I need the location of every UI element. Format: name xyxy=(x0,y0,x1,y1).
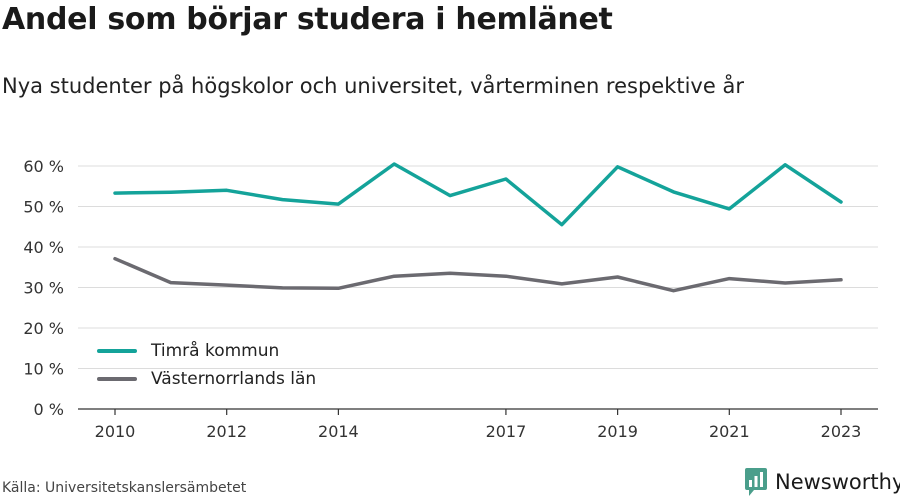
x-tick-label: 2017 xyxy=(486,422,527,441)
legend-swatch-vasternorrland xyxy=(97,377,137,381)
x-tick-label: 2021 xyxy=(709,422,750,441)
chart-title: Andel som börjar studera i hemlänet xyxy=(2,2,613,37)
y-tick-label: 30 % xyxy=(23,279,64,298)
chart-subtitle: Nya studenter på högskolor och universit… xyxy=(2,74,744,98)
legend-label-vasternorrland: Västernorrlands län xyxy=(151,369,317,389)
y-tick-label: 20 % xyxy=(23,319,64,338)
x-tick-label: 2010 xyxy=(95,422,136,441)
newsworthy-icon xyxy=(745,468,767,496)
y-tick-label: 60 % xyxy=(23,157,64,176)
legend-label-timra: Timrå kommun xyxy=(151,341,280,361)
x-tick-label: 2023 xyxy=(821,422,862,441)
x-tick-label: 2014 xyxy=(318,422,359,441)
brand-name: Newsworthy xyxy=(775,470,900,494)
y-tick-label: 50 % xyxy=(23,198,64,217)
y-tick-label: 0 % xyxy=(34,400,64,419)
x-tick-label: 2012 xyxy=(206,422,247,441)
source-note: Källa: Universitetskanslersämbetet xyxy=(2,480,247,496)
legend-swatch-timra xyxy=(97,349,137,353)
brand-logo: Newsworthy xyxy=(745,468,900,496)
series-line-1 xyxy=(113,256,843,293)
legend: Timrå kommun Västernorrlands län xyxy=(97,337,316,393)
legend-item-vasternorrland: Västernorrlands län xyxy=(97,365,316,393)
y-tick-label: 40 % xyxy=(23,238,64,257)
x-tick-label: 2019 xyxy=(597,422,638,441)
legend-item-timra: Timrå kommun xyxy=(97,337,316,365)
series-line-0 xyxy=(113,162,843,227)
y-tick-label: 10 % xyxy=(23,360,64,379)
